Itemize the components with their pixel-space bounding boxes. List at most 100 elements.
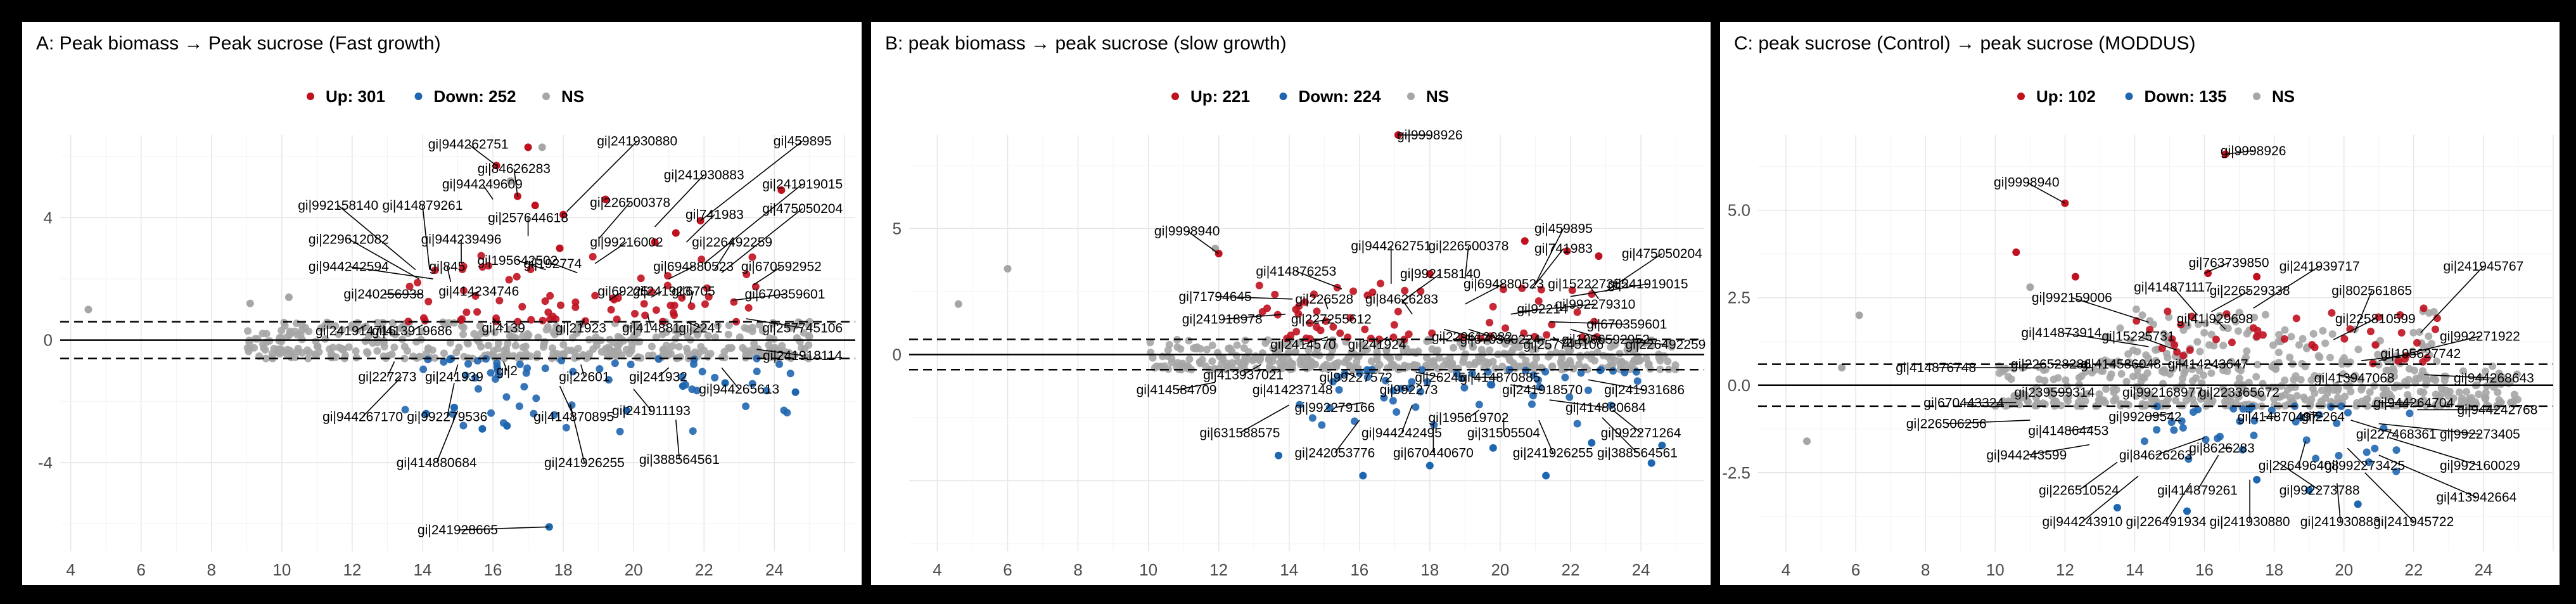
x-tick-label: 8 <box>207 560 216 579</box>
point-ns <box>2463 388 2471 396</box>
point-down <box>791 388 800 396</box>
gene-label: gi|2414570 <box>1270 337 1336 352</box>
point-up <box>748 253 756 261</box>
label-leader <box>2298 440 2306 466</box>
point-down <box>690 356 698 364</box>
label-leader <box>2361 353 2421 361</box>
gene-label: gi|241945722 <box>2373 515 2454 529</box>
point-up <box>2396 311 2404 319</box>
point-down <box>627 361 635 369</box>
gene-label: gi|99227572 <box>1320 370 1393 385</box>
point-down <box>2236 417 2244 425</box>
point-down <box>1577 369 1585 377</box>
point-ns <box>2255 392 2264 400</box>
point-ns <box>2143 332 2151 340</box>
point-up <box>1215 250 1223 258</box>
point-labels: gi|9998926 gi|9998940 gi|763739850 gi|24193… <box>1896 144 2537 529</box>
point-ns <box>2133 366 2141 374</box>
gene-label: gi|414237148 <box>1253 383 1333 397</box>
point-ns <box>509 333 518 341</box>
gene-label: gi|241911193 <box>612 404 691 418</box>
point-ns <box>2196 347 2204 356</box>
point-up <box>1502 324 1510 332</box>
gene-label: gi|414586048 <box>2081 357 2161 372</box>
point-ns <box>805 341 813 349</box>
point-ns <box>2124 350 2133 358</box>
point-ns <box>2185 392 2193 400</box>
point-ns <box>2024 397 2032 405</box>
gene-label: gi|241914716 <box>316 324 396 338</box>
point-ns <box>742 350 750 359</box>
gene-label: gi|241939717 <box>2280 259 2360 274</box>
point-up <box>1306 319 1314 327</box>
point-ns <box>459 330 468 338</box>
point-ns <box>1349 365 1357 373</box>
point-ns <box>1576 352 1584 360</box>
point-ns <box>2039 366 2048 374</box>
point-up <box>1390 321 1398 329</box>
point-ns <box>1218 354 1227 363</box>
point-ns <box>1583 366 1591 374</box>
x-tick-label: 24 <box>1632 560 1650 579</box>
point-ns <box>1414 347 1422 356</box>
point-down <box>1308 414 1317 422</box>
point-ns <box>2286 353 2294 361</box>
point-down <box>2337 402 2345 411</box>
point-down <box>2179 424 2187 432</box>
gene-label: gi|845 <box>429 260 465 274</box>
point-ns <box>614 333 622 341</box>
point-up <box>1518 284 1526 292</box>
point-ns <box>2363 395 2371 403</box>
point-up <box>2375 313 2383 321</box>
point-ns <box>291 327 299 335</box>
point-ns <box>1544 342 1552 350</box>
label-leader <box>608 290 623 301</box>
point-ns <box>1506 356 1514 364</box>
point-ns <box>1159 352 1167 361</box>
gene-label: gi|8626283 <box>2189 441 2255 456</box>
gene-label: gi|226506256 <box>1906 416 1987 431</box>
label-leader <box>2051 363 2093 368</box>
point-ns <box>1530 365 1538 373</box>
label-leader <box>1465 283 1504 305</box>
label-leader <box>2165 482 2191 522</box>
point-ns <box>262 354 270 363</box>
point-ns <box>2106 373 2114 382</box>
legend-dot-up <box>1171 93 1179 100</box>
point-ns <box>2235 309 2243 317</box>
point-ns <box>2145 390 2153 398</box>
point-down <box>2297 413 2305 421</box>
point-up <box>2311 344 2319 352</box>
point-ns <box>244 327 252 335</box>
point-down <box>494 371 502 379</box>
point-down <box>1475 401 1483 409</box>
gene-label: gi|92214 <box>1517 302 1568 317</box>
label-leader <box>1303 336 1329 345</box>
point-ns <box>2281 376 2289 385</box>
x-tick-label: 24 <box>2474 560 2492 579</box>
point-up <box>526 265 535 273</box>
y-tick-label: 0 <box>893 345 902 364</box>
point-ns <box>2455 388 2463 396</box>
x-tick-label: 4 <box>66 560 75 579</box>
point-down <box>1584 386 1592 394</box>
point-ns <box>1569 364 1578 373</box>
point-ns <box>2224 324 2232 333</box>
gene-label: gi|9998926 <box>1397 128 1463 143</box>
point-ns <box>2261 311 2269 319</box>
point-up <box>589 253 597 261</box>
label-leader <box>2336 483 2342 522</box>
point-ns <box>1443 360 1451 368</box>
point-ns <box>2039 399 2047 408</box>
point-ns <box>338 344 346 352</box>
point-down <box>523 364 532 372</box>
y-tick-label: 0.0 <box>1728 376 1750 395</box>
point-ns <box>2382 386 2390 394</box>
point-up <box>541 297 549 305</box>
point-ns <box>704 331 712 340</box>
label-leader <box>436 410 459 463</box>
point-ns <box>2330 386 2338 394</box>
gene-label: gi|2241 <box>679 321 722 335</box>
point-down <box>1529 371 1538 380</box>
label-leader <box>1464 246 1469 280</box>
